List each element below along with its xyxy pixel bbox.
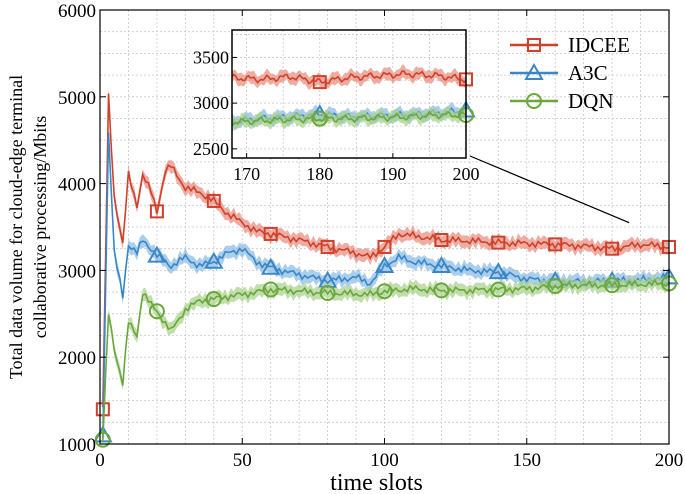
inset-x-tick-label: 170 (233, 164, 260, 184)
legend-label: DQN (568, 89, 614, 113)
y-axis-title-line1: Total data volume for cloud-edge termina… (6, 75, 26, 379)
circle-marker (205, 291, 222, 308)
square-marker (377, 239, 392, 254)
y-tick-label: 1000 (58, 435, 96, 456)
legend-label: IDCEE (568, 33, 630, 57)
circle-marker (490, 281, 507, 298)
series-line (102, 278, 670, 442)
square-marker (206, 193, 221, 208)
series-line (231, 110, 467, 126)
triangle-marker (524, 62, 544, 80)
y-tick-label: 3000 (58, 261, 96, 282)
square-marker (263, 226, 278, 241)
triangle-marker (431, 256, 452, 274)
triangle-marker (374, 256, 395, 274)
legend-label: A3C (568, 61, 608, 85)
square-marker (527, 38, 541, 52)
legend: IDCEE A3C DQN (510, 33, 630, 113)
circle-marker (94, 431, 111, 448)
x-tick-label: 0 (95, 450, 105, 471)
inset-y-tick-label: 3500 (193, 47, 229, 67)
inset-x-tick-label: 180 (306, 164, 333, 184)
circle-marker (319, 284, 336, 301)
square-marker (312, 75, 327, 90)
square-marker (320, 239, 335, 254)
inset-background (232, 30, 466, 158)
inset-connector-line (469, 155, 630, 224)
series-line (102, 93, 670, 408)
circle-marker (547, 278, 564, 295)
y-axis-ticks: 1000 2000 3000 4000 5000 6000 (58, 1, 669, 456)
x-tick-label: 150 (513, 450, 542, 471)
x-axis-ticks: 0 50 100 150 200 (95, 10, 683, 471)
legend-entry-a3c: A3C (510, 61, 608, 85)
confidence-band (102, 86, 670, 415)
circle-marker (433, 282, 450, 299)
inset-y-tick-label: 3000 (193, 93, 229, 113)
circle-marker (262, 281, 279, 298)
series-line (231, 70, 467, 85)
x-tick-label: 200 (655, 450, 684, 471)
legend-entry-dqn: DQN (510, 89, 614, 113)
inset-x-tick-label: 200 (453, 164, 480, 184)
inset-series-dqn (231, 105, 474, 132)
circle-marker (376, 283, 393, 300)
square-marker (434, 233, 449, 248)
square-marker (149, 204, 164, 219)
y-axis-title-line2: collaborative processing/Mbits (30, 116, 50, 338)
triangle-marker (260, 257, 281, 275)
square-marker (491, 235, 506, 250)
y-tick-label: 5000 (58, 88, 96, 109)
y-tick-label: 4000 (58, 175, 96, 196)
square-marker (605, 241, 620, 256)
circle-marker (311, 110, 328, 127)
plot-area (93, 86, 679, 448)
confidence-band (102, 274, 670, 448)
inset-y-tick-label: 2500 (193, 139, 229, 159)
inset-x-tick-label: 190 (379, 164, 406, 184)
circle-marker (526, 93, 542, 109)
triangle-marker (488, 262, 509, 280)
inset-frame (231, 29, 467, 159)
inset-chart: 170 180 190 200 2500 3000 3500 (193, 29, 480, 184)
square-marker (548, 237, 563, 252)
circle-marker (148, 303, 165, 320)
triangle-marker (204, 251, 224, 269)
series-dqn (94, 274, 677, 448)
x-tick-label: 100 (370, 450, 399, 471)
triangle-marker (147, 245, 167, 263)
x-axis-title: time slots (330, 470, 423, 494)
y-tick-label: 6000 (58, 1, 96, 22)
y-tick-label: 2000 (58, 348, 96, 369)
legend-entry-idcee: IDCEE (510, 33, 630, 57)
x-tick-label: 50 (233, 450, 252, 471)
circle-marker (604, 277, 621, 294)
